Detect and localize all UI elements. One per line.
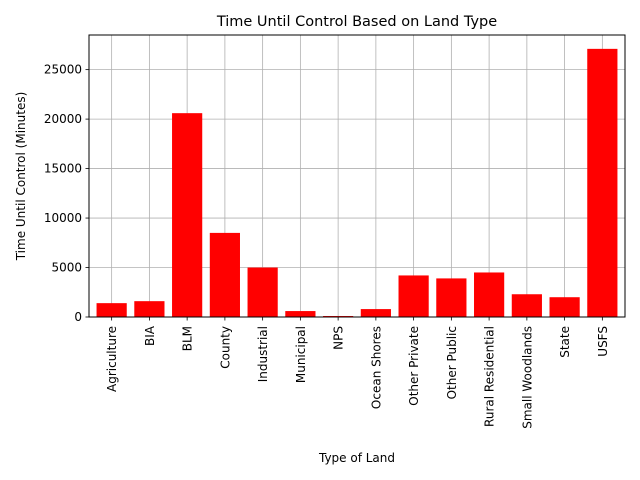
x-tick-label: Other Private [407,326,421,406]
bar-usfs [587,48,618,317]
plot-frame [88,34,626,318]
y-tick-label: 5000 [51,261,82,275]
x-tick-label: State [558,326,572,358]
bar-county [209,232,240,317]
x-axis-title: Type of Land [318,451,395,465]
x-tick-label: Rural Residential [483,326,497,427]
y-tick-label: 25000 [44,63,82,77]
x-tick-label: County [218,326,232,369]
bar-municipal [285,311,316,317]
y-tick-label: 15000 [44,162,82,176]
chart-title: Time Until Control Based on Land Type [216,14,497,30]
bar-bia [134,301,165,317]
bar-agriculture [96,303,127,317]
x-tick-label: BIA [143,325,157,346]
x-tick-label: Ocean Shores [369,326,383,409]
x-tick-label: USFS [596,326,610,357]
bar-rural-residential [474,272,505,317]
bar-industrial [247,267,278,317]
bar-small-woodlands [511,294,542,317]
y-tick-label: 10000 [44,211,82,225]
bar-state [549,297,580,317]
x-tick-label: Small Woodlands [520,326,534,429]
x-tick-label: Other Public [445,326,459,399]
y-axis-title: Time Until Control (Minutes) [14,92,28,262]
bars [96,48,618,317]
x-tick-label: Municipal [294,326,308,383]
x-tick-label: Industrial [256,326,270,382]
bar-blm [172,113,203,317]
x-tick-label: NPS [332,326,346,350]
bar-other-public [436,278,467,317]
bar-other-private [398,275,429,317]
y-tick-label: 0 [74,310,82,324]
y-tick-label: 20000 [44,112,82,126]
x-tick-label: BLM [181,326,195,351]
bar-ocean-shores [360,309,391,317]
axis-ticks: 0 5000 10000 15000 20000 25000 Agriculture BIA B… [44,63,610,429]
x-tick-label: Agriculture [105,326,119,392]
